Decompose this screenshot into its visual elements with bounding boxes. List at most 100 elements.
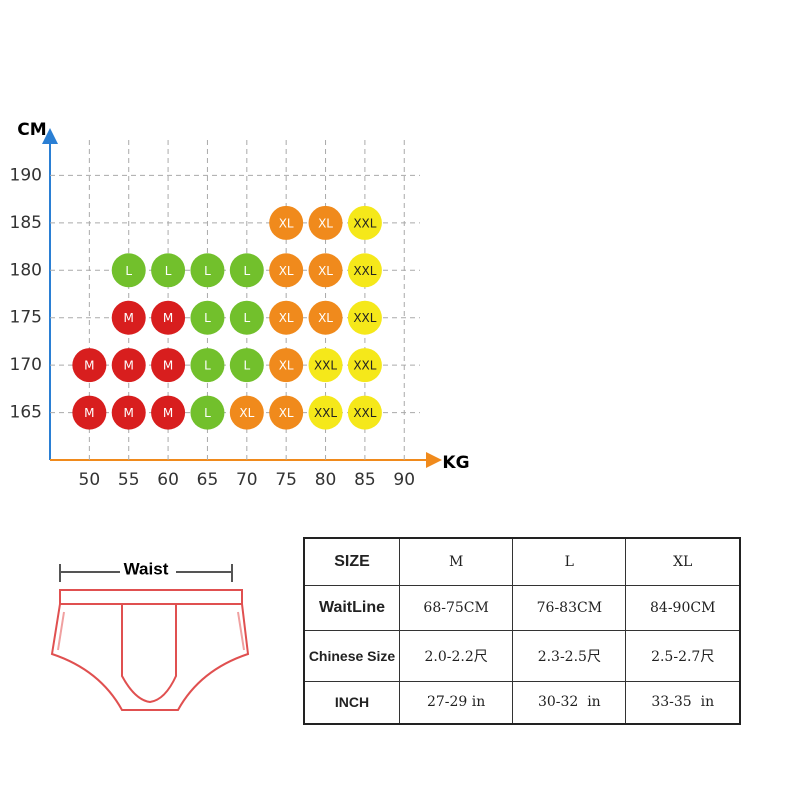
cell: 76-83CM (512, 584, 627, 632)
size-dot (229, 395, 264, 430)
size-dot (347, 395, 382, 430)
size-label: M (84, 359, 94, 373)
header-cell: SIZE (303, 537, 400, 586)
row-label: Chinese Size (303, 630, 400, 682)
brief-diagram: Waist (50, 558, 250, 711)
size-dot (229, 348, 264, 383)
size-dot (269, 253, 304, 288)
waist-label: Waist (124, 559, 169, 578)
size-dot (229, 300, 264, 335)
x-tick-label: 60 (157, 470, 179, 490)
size-label: L (243, 311, 250, 325)
x-tick-label: 75 (275, 470, 297, 490)
size-label: M (163, 311, 173, 325)
y-tick-label: 180 (10, 260, 42, 280)
size-label: XL (279, 264, 294, 278)
label-bg (120, 558, 176, 582)
size-label: XXL (353, 216, 376, 230)
size-dot (151, 395, 186, 430)
size-label: XXL (353, 406, 376, 420)
size-dot (111, 395, 146, 430)
size-label: L (204, 311, 211, 325)
size-dot (308, 205, 343, 240)
y-tick-label: 165 (10, 403, 42, 423)
size-dot (269, 300, 304, 335)
size-dot (347, 300, 382, 335)
x-tick-label: 80 (315, 470, 337, 490)
y-axis-label: CM (17, 120, 46, 140)
size-label: XXL (314, 359, 337, 373)
size-label: L (243, 359, 250, 373)
size-dot (151, 253, 186, 288)
x-tick-label: 65 (197, 470, 219, 490)
x-tick-label: 85 (354, 470, 376, 490)
size-label: XL (279, 311, 294, 325)
x-tick-label: 90 (393, 470, 415, 490)
cell: 30-32 in (512, 680, 627, 725)
y-tick-label: 190 (10, 165, 42, 185)
size-label: L (243, 264, 250, 278)
size-label: XXL (353, 311, 376, 325)
size-dot (72, 395, 107, 430)
size-grid: CM KG 50 55 60 65 70 75 80 85 90 165 170 175 180 185 1… (10, 120, 470, 490)
row-label: INCH (303, 680, 400, 725)
size-label: XXL (353, 359, 376, 373)
cell: 2.0-2.2尺 (398, 630, 514, 682)
size-label: L (204, 406, 211, 420)
size-dot (308, 395, 343, 430)
size-dot (72, 348, 107, 383)
brief-outline (50, 589, 250, 711)
size-dot (151, 348, 186, 383)
size-dot (111, 253, 146, 288)
size-label: M (84, 406, 94, 420)
size-label: XL (318, 264, 333, 278)
x-tick-label: 55 (118, 470, 140, 490)
x-tick-label: 70 (236, 470, 258, 490)
size-dot (347, 348, 382, 383)
size-dot (347, 253, 382, 288)
size-dot (190, 300, 225, 335)
size-dot (111, 300, 146, 335)
size-label: XL (318, 311, 333, 325)
size-label: XXL (314, 406, 337, 420)
size-label: L (204, 359, 211, 373)
size-dot (269, 348, 304, 383)
size-dot (151, 300, 186, 335)
size-label: XL (279, 216, 294, 230)
size-dot (190, 253, 225, 288)
size-table: SIZE M L XL WaitLine 68-75CM 76-83CM 84-90CM C… (303, 537, 741, 725)
size-label: XL (279, 359, 294, 373)
size-dot (347, 205, 382, 240)
size-label: M (124, 311, 134, 325)
header-cell: L (512, 537, 627, 586)
y-tick-label: 185 (10, 213, 42, 233)
row-label: WaitLine (303, 584, 400, 632)
size-label: L (165, 264, 172, 278)
size-dot (308, 253, 343, 288)
cell: 33-35 in (625, 680, 741, 725)
y-tick-label: 175 (10, 308, 42, 328)
size-dot (308, 300, 343, 335)
header-cell: XL (625, 537, 741, 586)
size-label: M (163, 359, 173, 373)
size-label: XL (239, 406, 254, 420)
size-label: L (125, 264, 132, 278)
size-dot (190, 395, 225, 430)
size-dot (229, 253, 264, 288)
size-label: XL (318, 216, 333, 230)
size-label: M (124, 406, 134, 420)
size-dot (111, 348, 146, 383)
cell: 68-75CM (398, 584, 514, 632)
size-dot (269, 395, 304, 430)
size-dot (308, 348, 343, 383)
size-label: XL (279, 406, 294, 420)
size-label: M (163, 406, 173, 420)
size-label: M (124, 359, 134, 373)
y-tick-label: 170 (10, 355, 42, 375)
cell: 27-29 in (398, 680, 514, 725)
size-dot (190, 348, 225, 383)
cell: 2.5-2.7尺 (625, 630, 741, 682)
size-dot (269, 205, 304, 240)
x-axis-label: KG (442, 453, 469, 473)
